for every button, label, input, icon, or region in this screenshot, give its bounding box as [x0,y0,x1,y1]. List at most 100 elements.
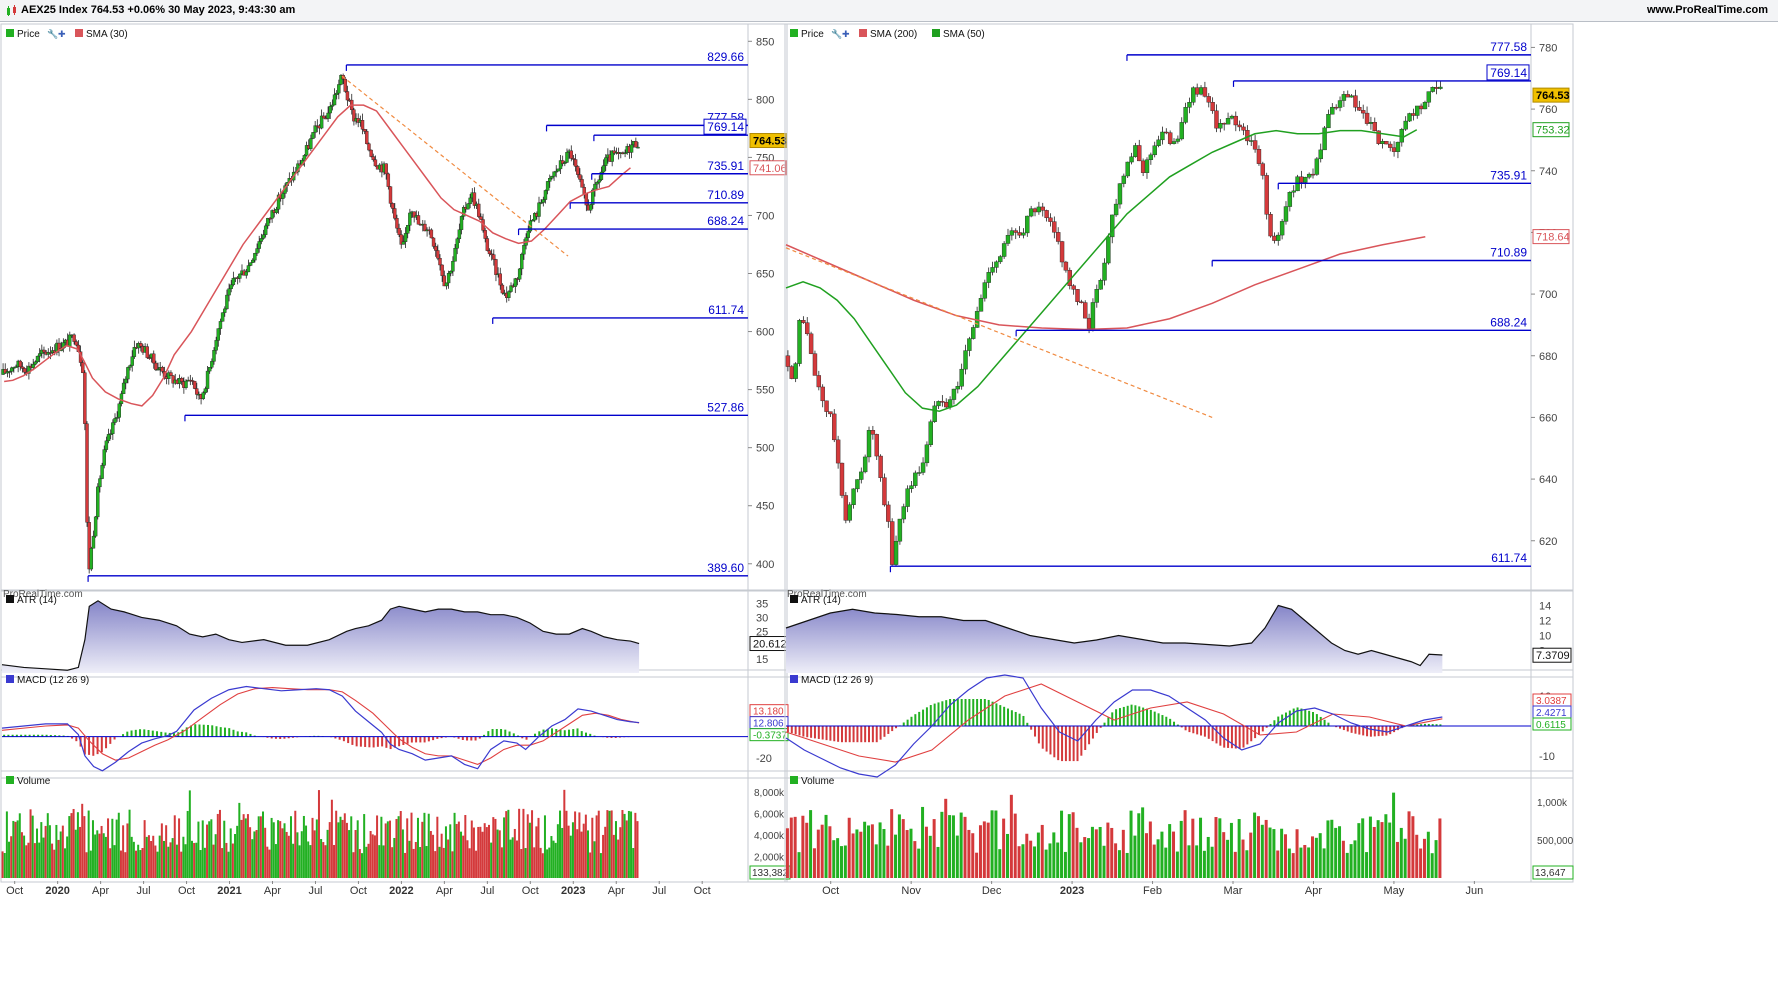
volume-bar [1025,833,1029,878]
candle-body [1357,107,1362,111]
candle-body [1148,154,1154,160]
candle-body [924,444,930,464]
volume-bar [548,847,551,878]
volume-bar [1044,849,1048,878]
volume-bar [552,840,555,878]
candle-body [1291,190,1296,193]
volume-bar [279,821,282,878]
candle-body [487,250,492,255]
chart-weekly[interactable]: Price 🔧 ✚ SMA (30)4004505005506006507007508… [0,23,791,897]
candle-body [184,380,188,388]
volume-bar [1318,833,1322,878]
volume-bar [990,810,994,878]
volume-bar [48,825,51,878]
candle-body [797,320,802,364]
legend-swatch [859,29,867,37]
candle-body [913,472,918,486]
volume-bar [847,817,851,878]
candle-body [563,162,567,164]
volume-bar [184,844,187,878]
candle-body [20,366,25,369]
macd-value-label: 3.0387 [1536,696,1567,707]
candle-body [91,535,96,549]
candle-body [1144,159,1150,173]
volume-bar [438,846,441,878]
volume-bar [236,825,239,878]
candle-body [1009,230,1015,236]
volume-bar [878,822,882,878]
volume-bar [612,834,615,878]
macd-legend-label: MACD (12 26 9) [801,675,873,686]
volume-bar [283,823,286,878]
volume-bar [867,825,871,878]
level-label: 777.58 [1490,40,1527,54]
x-tick-label: Oct [522,885,539,897]
volume-bar [994,810,998,878]
volume-bar [627,810,630,878]
candle-body [1345,94,1350,98]
chart-area[interactable]: Price 🔧 ✚ SMA (30)4004505005506006507007508… [0,22,1778,1000]
chart-daily[interactable]: Price 🔧 ✚ SMA (200) SMA (50) 620 640 660 680 700 7… [784,23,1574,897]
volume-bar [535,826,538,878]
level-label: 735.91 [707,159,744,173]
volume-bar [1233,851,1237,878]
macd-value-label: 2.4271 [1536,708,1567,719]
volume-bar [614,821,617,878]
candle-body [231,277,236,285]
volume-bar [399,811,402,878]
volume-bar [1430,853,1434,878]
volume-bar [309,845,312,878]
volume-bar [805,822,809,878]
volume-bar [1083,837,1087,878]
volume-bar [1029,840,1033,878]
volume-bar [524,848,527,878]
candle-body [843,495,849,521]
volume-bar [193,842,196,878]
candle-body [345,91,350,101]
volume-bar [94,834,97,878]
candle-body [145,346,149,358]
candle-body [466,203,470,210]
volume-bar [212,844,215,878]
volume-bar [1419,848,1423,878]
y-tick-label: 600 [756,327,774,339]
candle-body [554,170,558,173]
candle-body [266,218,270,227]
candle-body [828,411,833,415]
volume-bar [801,815,805,878]
volume-bar [1033,846,1037,878]
sma-value-badge-label: 741.06 [753,163,787,175]
volume-tick-label: 8,000k [754,788,785,799]
candle-body [1330,106,1335,115]
volume-bar [1021,844,1025,878]
price-frame [0,23,788,592]
volume-bar [894,834,898,878]
volume-bar [128,809,131,878]
candle-body [171,375,175,384]
site-link[interactable]: www.ProRealTime.com [1646,4,1768,16]
volume-bar [563,789,566,878]
legend-swatch [6,29,14,37]
y-tick-label: 700 [756,210,774,222]
x-tick-label: Feb [1143,885,1162,897]
candle-body [932,405,937,422]
y-tick-label: 800 [756,94,774,106]
volume-bar [874,844,878,878]
sma-value-badge [749,160,787,176]
candle-body [1384,141,1389,145]
volume-bar [556,824,559,878]
volume-bar [363,814,366,878]
candle-body [1179,122,1184,140]
candle-body [227,288,231,296]
volume-bar [559,810,562,878]
volume-bar [259,816,262,878]
volume-bar [171,838,174,878]
candle-body [951,388,957,400]
candle-body [472,192,477,206]
candle-body [369,149,373,157]
x-tick-label: 2021 [217,885,241,897]
volume-bar [277,820,280,878]
candle-body [1052,221,1057,233]
volume-bar [210,819,213,878]
volume-bar [812,848,816,878]
